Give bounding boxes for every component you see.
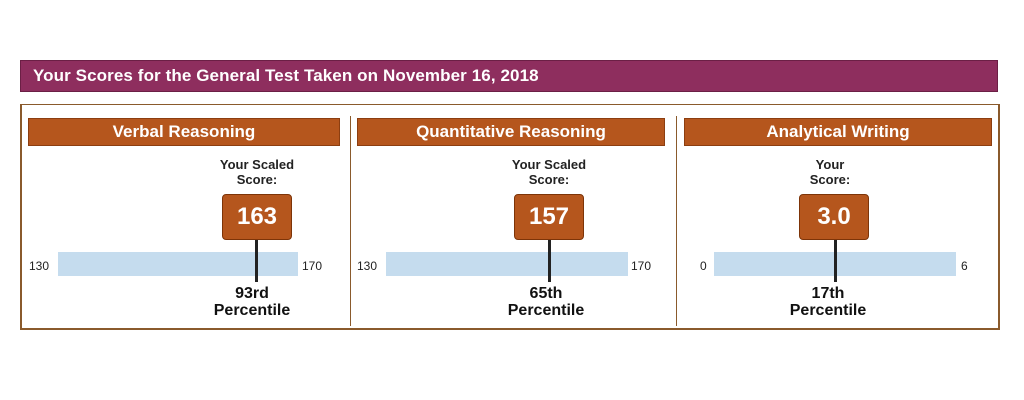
percentile-label: Percentile <box>213 302 291 319</box>
percentile-label: Percentile <box>507 302 585 319</box>
quantitative-reasoning-panel: Quantitative Reasoning Your Scaled Score… <box>350 116 675 326</box>
percentile-rank: 93rd <box>235 285 269 302</box>
percentile-rank: 65th <box>529 285 563 302</box>
section-title: Quantitative Reasoning <box>357 118 665 146</box>
percentile: 17th Percentile <box>768 285 888 319</box>
section-title: Analytical Writing <box>684 118 992 146</box>
score-label: Your Score: <box>775 157 885 187</box>
score-label-line: Score: <box>528 172 570 187</box>
percentile-rank: 17th <box>811 285 845 302</box>
scores-frame <box>20 104 1000 330</box>
score-label: Your Scaled Score: <box>202 157 312 187</box>
score-label-line: Your <box>815 157 845 172</box>
page-title: Your Scores for the General Test Taken o… <box>20 60 998 92</box>
section-title: Verbal Reasoning <box>28 118 340 146</box>
range-min: 0 <box>700 259 707 273</box>
score-scale-bar <box>386 252 628 276</box>
score-pointer <box>833 240 837 282</box>
score-value: 3.0 <box>799 194 869 240</box>
verbal-reasoning-panel: Verbal Reasoning Your Scaled Score: 163 … <box>22 116 345 326</box>
range-min: 130 <box>357 259 378 273</box>
range-max: 170 <box>631 259 652 273</box>
score-value: 163 <box>222 194 292 240</box>
score-label-line: Your Scaled <box>511 157 587 172</box>
range-max: 170 <box>302 259 323 273</box>
percentile: 93rd Percentile <box>192 285 312 319</box>
analytical-writing-panel: Analytical Writing Your Score: 3.0 0 6 1… <box>676 116 998 326</box>
score-pointer <box>254 240 258 282</box>
score-label: Your Scaled Score: <box>494 157 604 187</box>
score-value: 157 <box>514 194 584 240</box>
percentile: 65th Percentile <box>486 285 606 319</box>
score-label-line: Your Scaled <box>219 157 295 172</box>
range-max: 6 <box>961 259 968 273</box>
range-min: 130 <box>29 259 50 273</box>
score-pointer <box>547 240 551 282</box>
score-label-line: Score: <box>809 172 851 187</box>
score-scale-bar <box>58 252 298 276</box>
score-label-line: Score: <box>236 172 278 187</box>
percentile-label: Percentile <box>789 302 867 319</box>
